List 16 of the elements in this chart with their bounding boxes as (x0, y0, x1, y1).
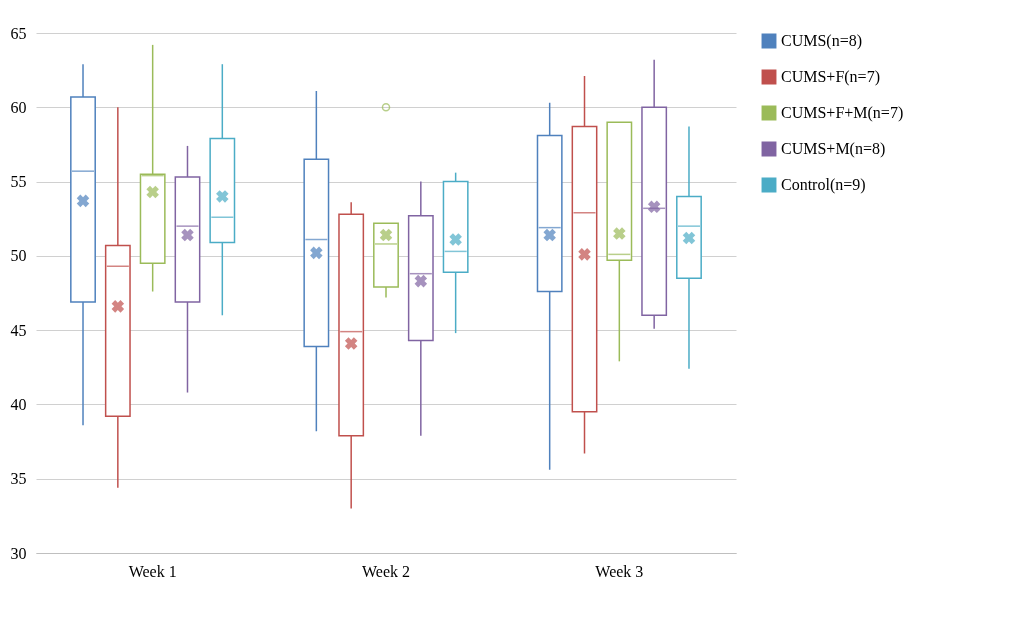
legend-label: CUMS+F(n=7) (781, 68, 880, 86)
y-tick-label: 50 (10, 247, 27, 265)
y-tick-label: 65 (10, 24, 27, 42)
x-tick-label: Week 1 (128, 562, 177, 580)
y-tick-label: 60 (10, 98, 27, 116)
x-tick-label: Week 2 (361, 562, 411, 580)
legend-label: CUMS(n=8) (781, 32, 863, 50)
y-tick-label: 40 (10, 395, 27, 413)
legend-label: CUMS+M(n=8) (781, 140, 886, 158)
y-tick-label: 55 (10, 173, 27, 191)
legend-label: Control(n=9) (781, 176, 866, 194)
legend-label: CUMS+F+M(n=7) (781, 104, 904, 122)
y-tick-label: 45 (10, 321, 27, 339)
x-tick-label: Week 3 (595, 562, 644, 580)
y-tick-label: 30 (10, 544, 27, 562)
y-tick-label: 35 (10, 470, 27, 488)
